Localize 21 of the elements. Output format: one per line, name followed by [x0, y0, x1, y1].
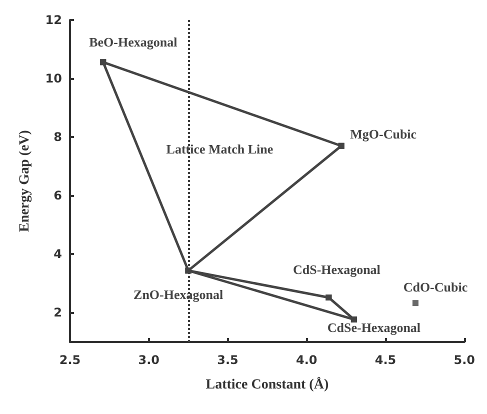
annotation: CdSe-Hexagonal	[327, 320, 421, 335]
annotation: CdS-Hexagonal	[293, 262, 381, 278]
y-tick-label: 10	[45, 72, 62, 86]
x-tick-label: 4.5	[374, 353, 396, 367]
annotation: CdO-Cubic	[403, 280, 468, 295]
x-tick-label: 3.5	[217, 353, 238, 367]
x-tick-label: 4.0	[296, 353, 318, 367]
x-tick-label: 5.0	[454, 353, 476, 367]
y-tick-label: 4	[54, 247, 62, 262]
y-axis-title: Energy Gap (eV)	[18, 130, 32, 232]
y-tick-label: 2	[54, 306, 62, 320]
x-axis-title: Lattice Constant (Å)	[206, 376, 329, 392]
annotation: MgO-Cubic	[350, 126, 417, 142]
y-tick-label: 12	[45, 13, 62, 27]
annotation: ZnO-Hexagonal	[134, 287, 224, 302]
ref-line-label: Lattice Match Line	[166, 141, 274, 156]
y-tick-label: 6	[54, 188, 62, 203]
x-tick-label: 3.0	[138, 353, 160, 367]
y-tick-label: 8	[54, 130, 62, 144]
x-tick-label: 2.5	[59, 353, 81, 367]
annotation: BeO-Hexagonal	[89, 34, 178, 50]
